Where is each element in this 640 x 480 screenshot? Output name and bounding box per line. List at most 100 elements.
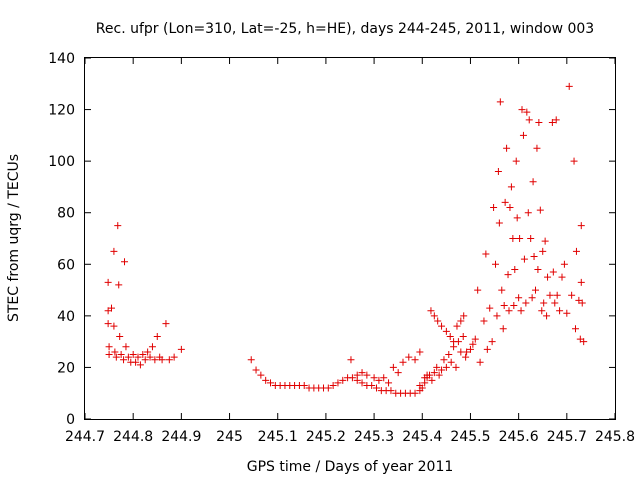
data-point bbox=[577, 222, 585, 230]
data-point bbox=[115, 281, 123, 289]
data-point bbox=[572, 247, 580, 255]
data-point bbox=[520, 255, 528, 263]
data-point bbox=[165, 356, 173, 364]
x-tick-label: 244.7 bbox=[65, 429, 105, 445]
data-point bbox=[445, 351, 453, 359]
data-point bbox=[114, 222, 122, 230]
data-point bbox=[104, 320, 112, 328]
data-point bbox=[534, 265, 542, 273]
data-point bbox=[563, 309, 571, 317]
x-tick-label: 245.8 bbox=[595, 429, 635, 445]
data-point bbox=[525, 116, 533, 124]
data-point bbox=[136, 361, 144, 369]
data-point bbox=[252, 366, 260, 374]
data-point bbox=[146, 353, 154, 361]
data-point bbox=[430, 312, 438, 320]
data-point bbox=[405, 353, 413, 361]
data-point bbox=[435, 371, 443, 379]
data-point bbox=[546, 291, 554, 299]
data-point bbox=[457, 317, 465, 325]
data-point bbox=[416, 348, 424, 356]
data-point bbox=[134, 353, 142, 361]
chart-title: Rec. ufpr (Lon=310, Lat=-25, h=HE), days… bbox=[96, 21, 594, 37]
data-point bbox=[112, 353, 120, 361]
data-point bbox=[373, 384, 380, 392]
data-point bbox=[363, 371, 371, 379]
axis-ticks: 244.7 244.8 244.9 245 245.1 245.2 245.3 245.4 24… bbox=[48, 51, 635, 445]
data-point bbox=[124, 353, 132, 361]
x-tick-label: 245.2 bbox=[306, 429, 346, 445]
data-point bbox=[120, 356, 128, 364]
y-tick-label: 60 bbox=[57, 257, 75, 273]
data-point bbox=[565, 82, 573, 90]
data-point bbox=[571, 325, 579, 333]
data-point bbox=[348, 374, 356, 382]
data-point bbox=[110, 247, 118, 255]
data-point bbox=[515, 294, 523, 302]
y-tick-label: 100 bbox=[48, 154, 75, 170]
data-point bbox=[511, 265, 519, 273]
data-point bbox=[530, 253, 538, 261]
data-point bbox=[580, 338, 588, 346]
data-point bbox=[463, 348, 471, 356]
y-tick-label: 140 bbox=[48, 51, 75, 67]
x-tick-label: 245.3 bbox=[354, 429, 394, 445]
data-point bbox=[375, 376, 383, 384]
data-point bbox=[570, 157, 578, 165]
data-point bbox=[177, 345, 185, 353]
data-point bbox=[450, 338, 458, 346]
data-point bbox=[427, 307, 435, 315]
data-point bbox=[170, 353, 178, 361]
data-point bbox=[527, 235, 535, 242]
data-point bbox=[568, 291, 576, 299]
data-point bbox=[148, 343, 156, 351]
data-point bbox=[116, 332, 124, 340]
data-point bbox=[358, 369, 366, 377]
data-point bbox=[529, 178, 537, 186]
data-point bbox=[538, 307, 546, 315]
data-point bbox=[528, 294, 536, 302]
data-point bbox=[247, 356, 255, 364]
data-point bbox=[488, 338, 496, 346]
data-point bbox=[501, 198, 509, 206]
x-tick-label: 244.8 bbox=[113, 429, 153, 445]
data-point bbox=[510, 302, 518, 310]
data-point bbox=[380, 374, 388, 382]
data-point bbox=[556, 307, 564, 315]
data-point bbox=[132, 358, 140, 366]
x-tick-label: 244.9 bbox=[161, 429, 201, 445]
data-point bbox=[151, 356, 159, 364]
data-point bbox=[507, 183, 515, 191]
data-point bbox=[494, 167, 502, 175]
data-point bbox=[496, 98, 504, 106]
data-point bbox=[158, 356, 166, 364]
data-point bbox=[453, 322, 461, 330]
data-points bbox=[104, 82, 588, 397]
x-tick-label: 245.6 bbox=[499, 429, 539, 445]
data-point bbox=[495, 219, 503, 227]
data-point bbox=[411, 389, 419, 397]
data-point bbox=[122, 343, 130, 351]
data-point bbox=[387, 387, 395, 395]
data-point bbox=[466, 345, 474, 353]
data-point bbox=[544, 273, 552, 281]
data-point bbox=[523, 108, 531, 116]
data-point bbox=[430, 369, 438, 377]
data-point bbox=[440, 356, 448, 364]
data-point bbox=[518, 106, 526, 114]
data-point bbox=[447, 358, 455, 366]
data-point bbox=[105, 351, 113, 359]
data-point bbox=[418, 384, 426, 392]
data-point bbox=[389, 363, 397, 371]
y-tick-label: 20 bbox=[57, 360, 75, 376]
data-point bbox=[539, 247, 547, 255]
data-point bbox=[257, 371, 265, 379]
y-tick-label: 40 bbox=[57, 309, 75, 325]
data-point bbox=[549, 268, 557, 276]
data-point bbox=[462, 353, 470, 361]
x-tick-label: 245 bbox=[216, 429, 243, 445]
data-point bbox=[560, 260, 568, 268]
data-point bbox=[104, 278, 112, 286]
data-point bbox=[459, 332, 467, 340]
x-axis-label: GPS time / Days of year 2011 bbox=[247, 459, 454, 475]
